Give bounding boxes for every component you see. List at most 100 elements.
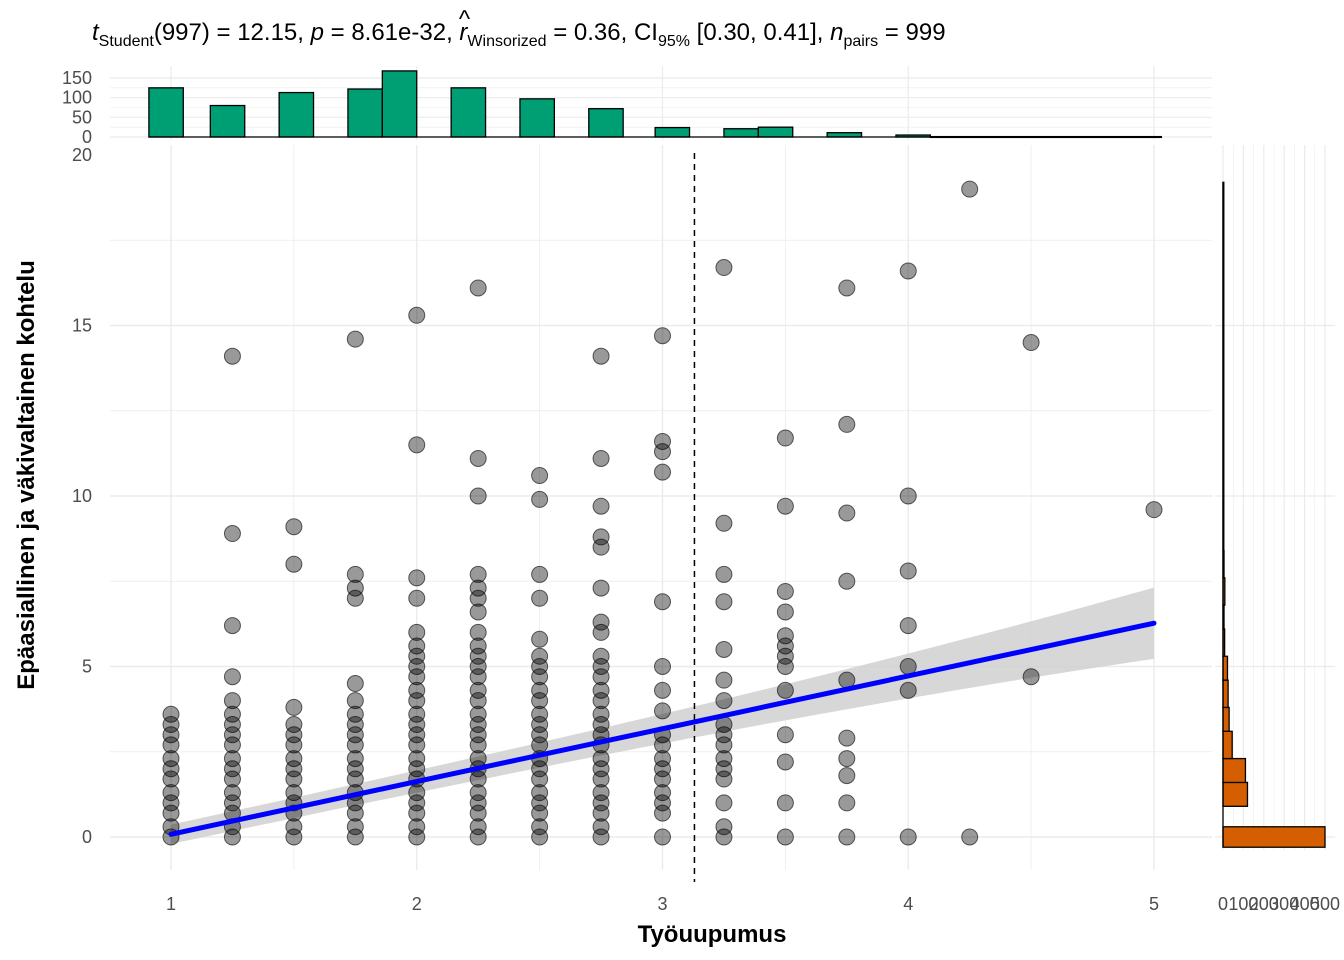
x-marginal-histogram: [148, 70, 1163, 139]
scatter-point: [285, 828, 303, 846]
scatter-point: [715, 671, 733, 689]
y-axis-title: Epäasiallinen ja väkivaltainen kohtelu: [13, 260, 40, 690]
scatter-point: [223, 750, 241, 768]
scatter-point: [654, 770, 671, 788]
scatter-point: [715, 565, 733, 583]
x-histogram-bar: [588, 108, 624, 138]
scatter-point: [162, 750, 180, 768]
scatter-point: [899, 828, 917, 846]
x-tick-label: 4: [903, 894, 913, 914]
scatter-point: [592, 658, 610, 675]
scatter-point: [285, 784, 303, 802]
scatter-point: [408, 818, 426, 836]
scatter-point: [346, 705, 364, 723]
scatter-point: [285, 760, 303, 778]
scatter-point: [654, 794, 671, 812]
scatter-point: [223, 794, 241, 812]
scatter-point: [531, 490, 549, 508]
title-n-label: n: [830, 19, 843, 46]
scatter-point: [592, 538, 610, 556]
scatter-point: [715, 692, 733, 710]
scatter-point: [531, 658, 549, 675]
scatter-point: [408, 306, 426, 324]
scatter-point: [531, 589, 549, 607]
scatter-point: [838, 729, 856, 747]
title-t-sub: Student: [99, 33, 155, 50]
scatter-point: [592, 784, 610, 802]
scatter-point: [469, 647, 487, 665]
scatter-point: [469, 692, 487, 710]
scatter-point: [592, 715, 610, 733]
scatter-point: [285, 770, 303, 788]
scatter-point: [162, 715, 180, 733]
scatter-point: [1022, 334, 1040, 352]
scatter-point: [592, 705, 610, 723]
x-histogram-bar: [757, 126, 794, 138]
scatter-point: [838, 794, 856, 812]
scatter-point: [408, 804, 426, 822]
scatter-point: [654, 681, 671, 699]
regression-line: [168, 620, 1157, 837]
scatter-point: [346, 760, 364, 778]
y-histogram-bar: [1222, 679, 1229, 709]
y-histogram-bar: [1222, 655, 1229, 681]
scatter-point: [408, 668, 426, 686]
scatter-point: [408, 760, 426, 778]
scatter-point: [223, 347, 241, 365]
scatter-point: [654, 327, 671, 345]
scatter-point: [1022, 668, 1040, 686]
scatter-point: [469, 565, 487, 583]
scatter-point: [776, 627, 794, 645]
scatter-point: [346, 828, 364, 846]
top-hist-tick-label: 50: [72, 107, 92, 127]
y-tick-label: 15: [72, 316, 92, 336]
scatter-point: [838, 279, 856, 297]
scatter-point: [408, 736, 426, 754]
x-tick-label: 5: [1149, 894, 1159, 914]
scatter-point: [469, 705, 487, 723]
scatter-point: [408, 794, 426, 812]
scatter-point: [531, 692, 549, 710]
scatter-point: [715, 514, 733, 532]
scatter-point: [285, 698, 303, 716]
x-histogram-bar: [654, 126, 691, 138]
scatter-point: [469, 579, 487, 597]
scatter-point: [531, 770, 549, 788]
y-histogram-bar: [1222, 757, 1247, 784]
scatter-point: [223, 736, 241, 754]
scatter-point: [531, 784, 549, 802]
scatter-point: [408, 569, 426, 587]
scatter-point: [592, 623, 610, 641]
scatter-point: [715, 794, 733, 812]
scatter-point: [408, 637, 426, 655]
scatter-point: [469, 668, 487, 686]
y-histogram-bar: [1222, 706, 1230, 732]
scatter-point: [469, 637, 487, 655]
scatter-point: [899, 617, 917, 635]
title-r-sub: Winsorized: [467, 33, 546, 50]
scatter-point: [531, 668, 549, 686]
scatter-point: [715, 828, 733, 846]
scatter-point: [531, 630, 549, 648]
scatter-point: [715, 750, 733, 768]
scatter-point: [223, 668, 241, 686]
scatter-point: [592, 681, 610, 699]
scatter-point: [654, 593, 671, 611]
scatter-point: [285, 518, 303, 536]
y-histogram-bar: [1222, 730, 1233, 760]
scatter-point: [162, 770, 180, 788]
scatter-point: [592, 528, 610, 546]
scatter-point: [162, 794, 180, 812]
scatter-point: [346, 736, 364, 754]
scatter-point: [592, 668, 610, 686]
scatter-point: [654, 760, 671, 778]
scatter-point: [162, 736, 180, 754]
right-hist-tick-label: 400: [1290, 894, 1320, 914]
scatter-point: [776, 681, 794, 699]
scatter-point: [346, 818, 364, 836]
top-hist-tick-label: 100: [62, 88, 92, 108]
scatter-point: [776, 828, 794, 846]
scatter-point: [961, 828, 979, 846]
